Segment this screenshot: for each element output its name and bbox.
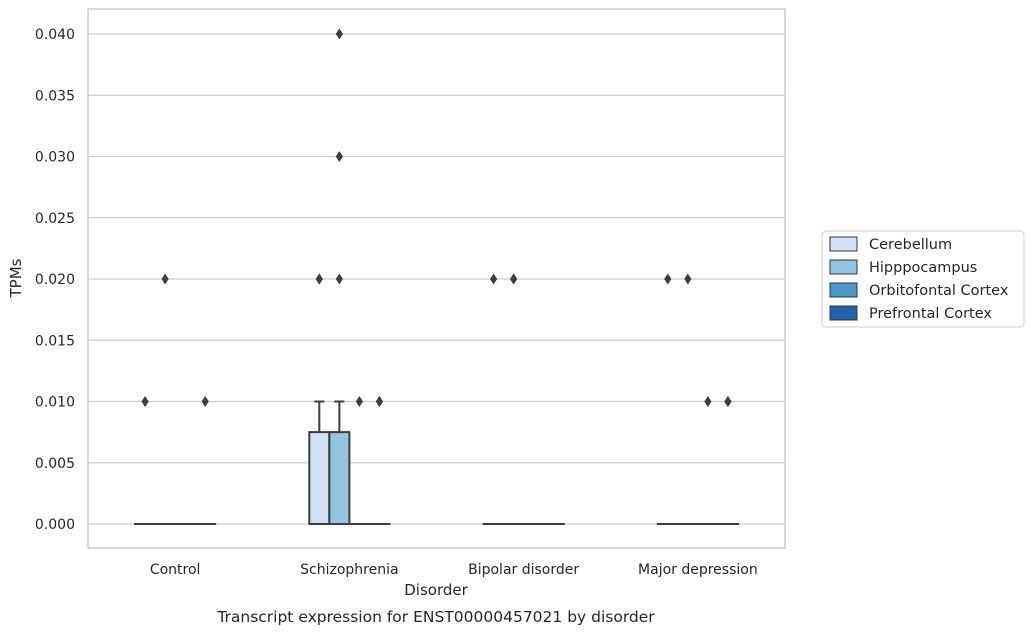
y-tick-label-3: 0.015 [35,333,75,349]
legend-items: Cerebellum Hipppocampus Orbitofontal Corte… [829,236,1009,322]
y-tick-label-4: 0.020 [35,272,75,288]
box-2-1 [348,396,371,526]
box-1-1 [328,28,351,525]
outlier-point-0 [355,396,363,407]
box-1-2 [502,273,525,526]
y-axis-label: TPMs [7,258,25,298]
box-2-3 [696,396,719,526]
plot-area-frame [87,8,786,549]
outlier-point-2 [335,273,343,285]
outlier-point-0 [684,273,692,285]
legend-swatch-1 [829,259,858,275]
outlier-point-1 [335,151,343,162]
legend-frame [821,230,1025,328]
y-tick-label-6: 0.030 [35,150,75,166]
outlier-point-0 [704,396,712,407]
box-0-2 [482,273,505,526]
legend-label-3: Prefrontal Cortex [869,306,992,322]
x-tick-label-0: Control [150,562,201,578]
y-tick-label-8: 0.040 [35,27,75,43]
box-1-0 [154,273,177,526]
x-axis-label: Disorder [404,581,468,599]
box-3-3 [716,396,739,526]
legend-label-1: Hipppocampus [869,260,977,276]
box-3-1 [368,396,391,526]
y-tick-label-5: 0.025 [35,211,75,227]
legend-swatch-2 [829,282,858,298]
outlier-point-0 [161,273,169,285]
x-tick-label-3: Major depression [638,562,758,578]
outlier-point-1 [724,396,732,407]
legend-label-0: Cerebellum [869,237,952,253]
y-tick-label-7: 0.035 [35,88,75,104]
box-body [328,431,351,525]
outlier-point-0 [489,273,498,285]
outlier-point-0 [141,396,149,407]
box-1-3 [676,273,699,526]
legend-swatch-0 [829,236,858,252]
box-layer [134,28,739,526]
y-gridlines [88,33,785,525]
x-tick-labels: Control Schizophrenia Bipolar disorder Majo… [150,562,758,578]
legend-swatch-3 [829,305,858,321]
outlier-point-0 [201,396,209,407]
x-tick-label-1: Schizophrenia [300,562,398,578]
chart-caption: Transcript expression for ENST0000045702… [216,608,655,626]
y-tick-label-0: 0.000 [35,517,75,533]
x-tick-label-2: Bipolar disorder [468,562,579,578]
outlier-point-0 [335,28,343,40]
legend: Cerebellum Hipppocampus Orbitofontal Corte… [821,230,1025,328]
outlier-point-1 [315,273,323,285]
box-3-0 [194,396,217,526]
box-0-0 [134,396,157,526]
outlier-point-0 [664,273,672,285]
box-0-1 [308,273,331,525]
y-tick-label-2: 0.010 [35,395,75,411]
outlier-point-1 [375,396,384,407]
outlier-point-1 [510,273,518,285]
box-body [308,431,331,525]
legend-label-2: Orbitofontal Cortex [869,283,1009,299]
y-tick-labels: 0.000 0.005 0.010 0.015 0.020 0.025 0.030 0.035… [35,27,75,533]
box-0-3 [656,273,679,526]
y-tick-label-1: 0.005 [35,456,75,472]
